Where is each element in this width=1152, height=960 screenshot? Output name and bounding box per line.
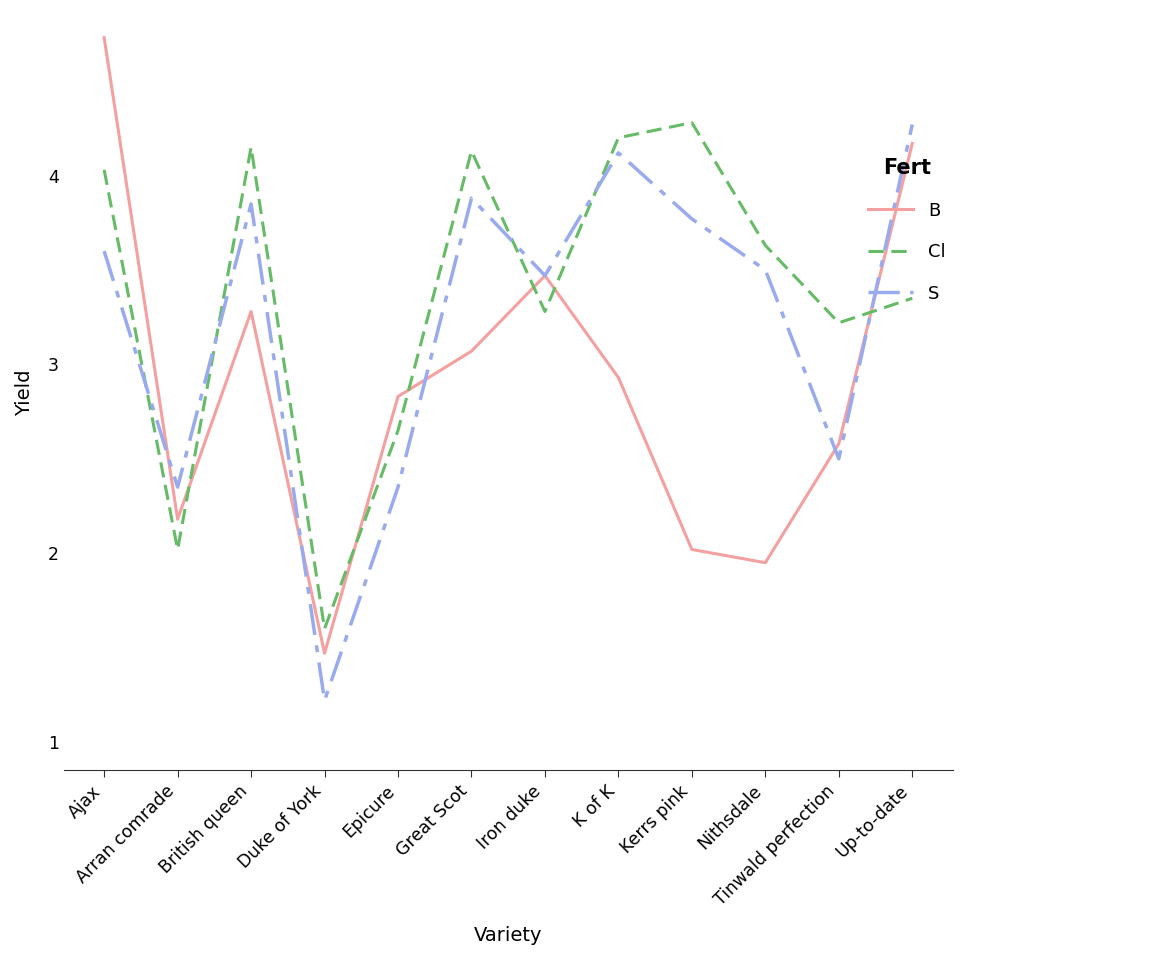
X-axis label: Variety: Variety — [473, 926, 543, 945]
Legend: B, Cl, S: B, Cl, S — [861, 151, 953, 310]
Y-axis label: Yield: Yield — [15, 370, 35, 416]
